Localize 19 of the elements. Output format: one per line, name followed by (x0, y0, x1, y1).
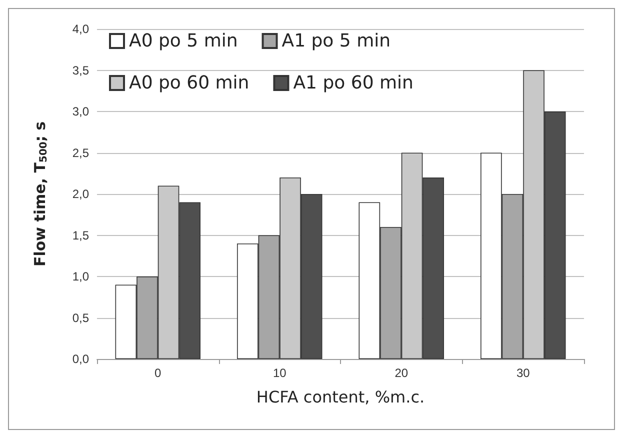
y-axis-title: Flow time, T500; s (31, 121, 50, 267)
legend-label: A0 po 60 min (129, 72, 250, 94)
y-tick-label: 4,0 (72, 22, 90, 36)
x-tick-label: 30 (516, 366, 530, 380)
x-tick-label: 20 (394, 366, 408, 380)
x-tick-label: 10 (272, 366, 287, 380)
y-tick-label: 0,0 (72, 352, 90, 366)
legend-label: A1 po 5 min (282, 30, 391, 52)
y-tick-label: 3,5 (72, 63, 90, 78)
y-tick-label: 1,5 (72, 228, 90, 242)
y-tick-label: 1,0 (72, 270, 90, 284)
y-tick-label: 0,5 (72, 310, 90, 325)
y-tick-label: 2,0 (72, 187, 90, 201)
legend-label: A0 po 5 min (129, 30, 238, 52)
x-tick-label: 0 (154, 366, 162, 380)
legend-label: A1 po 60 min (293, 72, 414, 94)
y-tick-label: 2,5 (72, 146, 90, 160)
x-axis-title: HCFA content, %m.c. (256, 388, 425, 406)
y-tick-label: 3,0 (72, 104, 90, 118)
